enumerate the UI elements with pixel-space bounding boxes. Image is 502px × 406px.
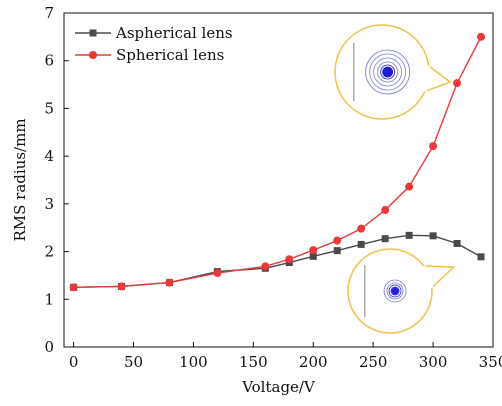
data-point xyxy=(405,231,413,239)
data-point xyxy=(261,262,270,271)
series-spherical xyxy=(69,32,486,292)
y-axis-label: RMS radius/mm xyxy=(11,118,29,241)
data-point xyxy=(333,247,341,255)
data-point xyxy=(213,269,222,278)
x-tick-label: 50 xyxy=(124,353,143,371)
aspherical-spot-diagram xyxy=(347,248,456,334)
data-point xyxy=(429,232,437,240)
data-point xyxy=(381,235,389,243)
spot-ring xyxy=(377,61,399,83)
spot-ring xyxy=(390,286,400,296)
data-point xyxy=(309,246,318,255)
data-point xyxy=(381,206,390,215)
x-tick-label: 250 xyxy=(359,353,388,371)
x-axis-label: Voltage/V xyxy=(241,378,316,396)
spherical-spot-diagram xyxy=(334,24,452,120)
inset-bubble xyxy=(347,248,433,334)
plot-frame xyxy=(63,12,494,348)
data-point xyxy=(357,224,366,233)
data-point xyxy=(69,283,78,292)
x-tick-label: 350 xyxy=(479,353,502,371)
spot-ring xyxy=(388,284,402,298)
spot-ring xyxy=(386,282,404,300)
y-tick-label: 0 xyxy=(44,338,54,356)
y-tick-label: 3 xyxy=(44,195,54,213)
legend-label-spherical: Spherical lens xyxy=(116,46,224,64)
data-point xyxy=(357,240,365,248)
x-tick-label: 0 xyxy=(69,353,79,371)
y-tick-label: 1 xyxy=(44,290,54,308)
y-tick-label: 5 xyxy=(44,99,54,117)
legend-label-aspherical: Aspherical lens xyxy=(115,24,233,42)
inset-tail-mask xyxy=(422,265,434,288)
data-point xyxy=(477,32,486,41)
data-point xyxy=(165,278,174,287)
data-point xyxy=(117,282,126,291)
legend-entry-aspherical: Aspherical lens xyxy=(75,24,233,42)
y-tick-label: 4 xyxy=(44,147,54,165)
y-tick-label: 7 xyxy=(44,4,54,22)
x-tick-label: 300 xyxy=(419,353,448,371)
spot-ring xyxy=(365,49,411,95)
spot-ring xyxy=(373,57,403,87)
spot-ring xyxy=(380,64,396,80)
data-point xyxy=(285,255,294,264)
data-point xyxy=(333,236,342,245)
x-tick-label: 150 xyxy=(239,353,268,371)
inset-tail-mask xyxy=(423,65,431,92)
spot-core xyxy=(382,67,393,77)
spot-core xyxy=(391,287,399,295)
x-tick-label: 100 xyxy=(179,353,208,371)
inset-callout-tail xyxy=(424,65,452,93)
data-point xyxy=(405,182,414,191)
x-tick-label: 200 xyxy=(299,353,328,371)
legend-entry-spherical: Spherical lens xyxy=(75,46,224,64)
data-point xyxy=(453,79,462,88)
inset-layer xyxy=(334,24,456,334)
data-point xyxy=(453,239,461,247)
data-point xyxy=(477,253,485,261)
series-line xyxy=(73,36,482,289)
inset-bubble xyxy=(334,24,430,120)
series-layer xyxy=(69,32,486,292)
legend-marker-aspherical xyxy=(89,29,97,37)
spot-ring xyxy=(383,279,407,303)
legend-marker-spherical xyxy=(89,51,97,59)
y-tick-label: 2 xyxy=(44,243,54,261)
x-axis: 0 50 100 150 200 250 300 350 xyxy=(69,342,502,371)
y-axis: 0 1 2 3 4 5 6 7 xyxy=(44,4,69,356)
data-point xyxy=(429,142,438,151)
data-point xyxy=(309,252,317,260)
legend: Aspherical lens Spherical lens xyxy=(75,24,233,64)
y-tick-label: 6 xyxy=(44,52,54,70)
spot-ring xyxy=(369,53,407,91)
